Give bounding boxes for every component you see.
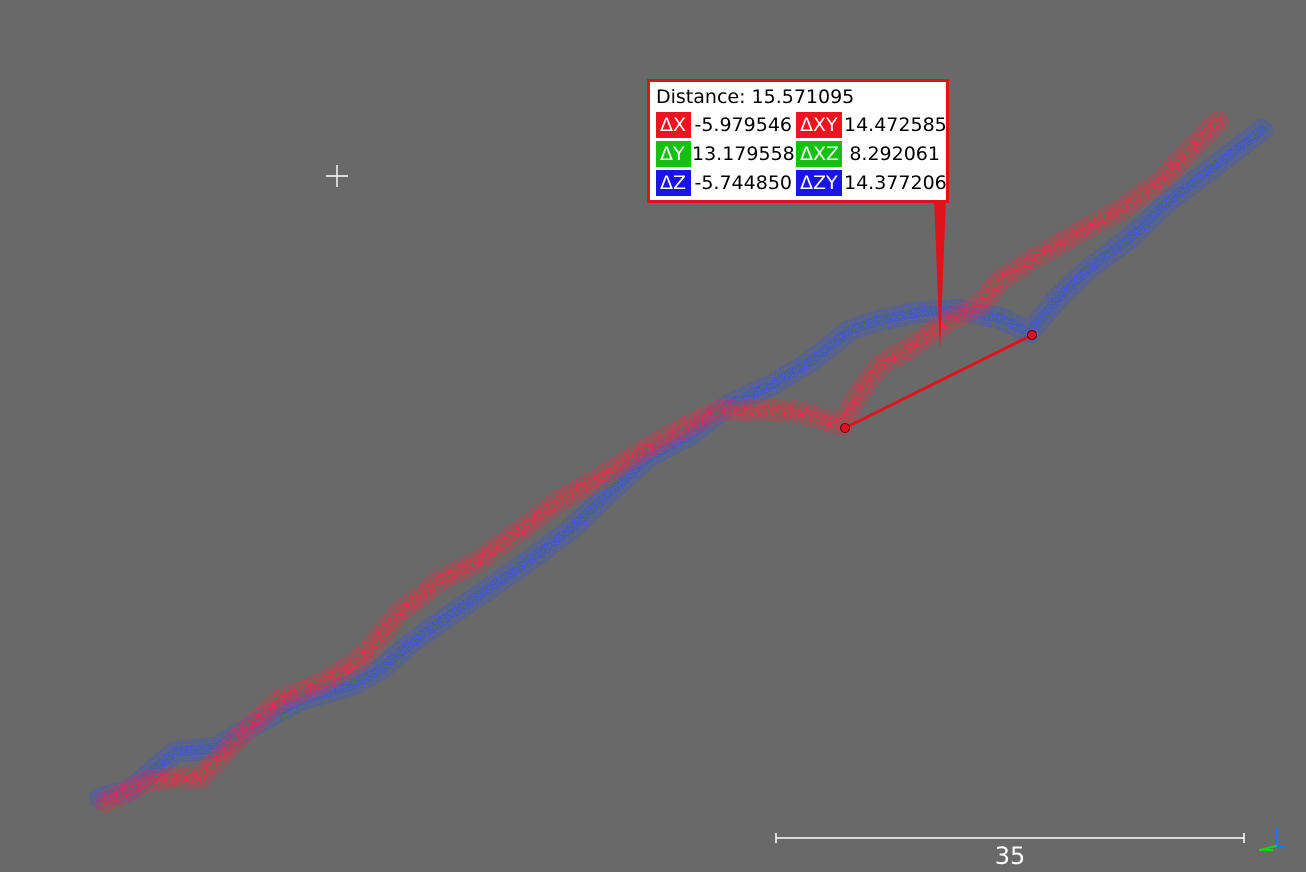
- delta-y-label: ΔY: [656, 141, 691, 167]
- scale-bar-label: 35: [994, 842, 1026, 870]
- delta-x-label: ΔX: [656, 112, 691, 138]
- point-cloud-red[interactable]: [94, 111, 1229, 813]
- measure-point-start[interactable]: [840, 423, 850, 433]
- crosshair-icon: [326, 165, 348, 187]
- delta-z-label: ΔZ: [656, 170, 691, 196]
- delta-z-value: -5.744850: [694, 172, 792, 194]
- axis-triad-icon: [1258, 826, 1286, 852]
- distance-title: Distance: 15.571095: [656, 86, 855, 108]
- delta-xy-label: ΔXY: [796, 112, 842, 138]
- label-leader: [934, 198, 946, 350]
- delta-xz-label: ΔXZ: [796, 141, 842, 167]
- measure-segment: [844, 333, 1033, 430]
- delta-x-value: -5.979546: [694, 114, 792, 136]
- measure-point-end[interactable]: [1027, 330, 1037, 340]
- delta-zy-value: 14.377206: [844, 172, 947, 194]
- delta-zy-label: ΔZY: [796, 170, 842, 196]
- delta-row: ΔY 13.179558 ΔXZ 8.292061: [656, 141, 942, 167]
- distance-measurement[interactable]: [840, 198, 1037, 433]
- distance-label[interactable]: Distance: 15.571095 ΔX -5.979546 ΔXY 14.…: [647, 79, 949, 203]
- scale-bar: [775, 833, 1245, 843]
- delta-xz-value: 8.292061: [849, 143, 940, 165]
- delta-y-value: 13.179558: [692, 143, 795, 165]
- delta-xy-value: 14.472585: [844, 114, 947, 136]
- delta-row: ΔX -5.979546 ΔXY 14.472585: [656, 112, 947, 138]
- delta-row: ΔZ -5.744850 ΔZY 14.377206: [656, 170, 947, 196]
